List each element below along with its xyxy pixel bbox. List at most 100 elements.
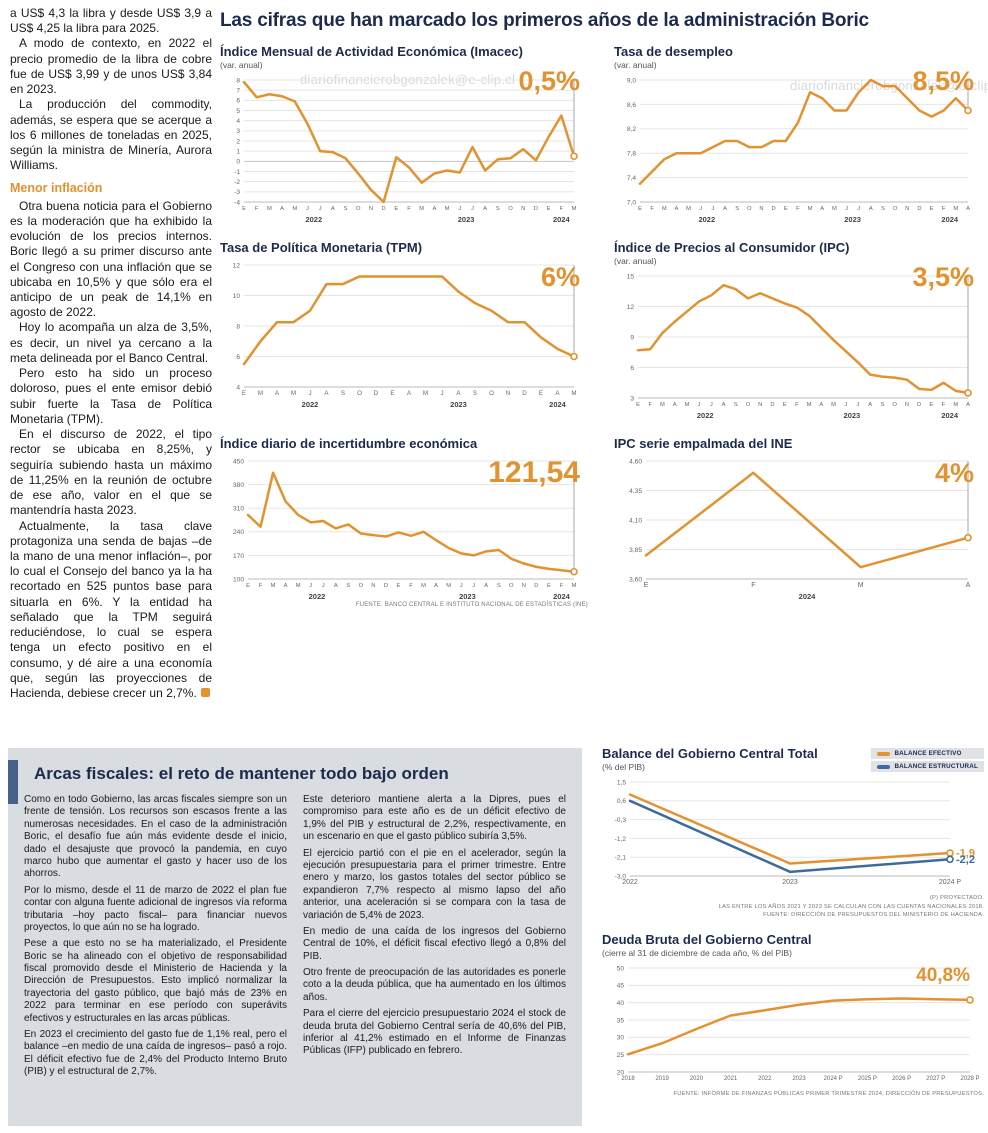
svg-text:-1: -1 xyxy=(234,169,240,176)
svg-text:A: A xyxy=(966,402,970,408)
svg-text:O: O xyxy=(357,390,362,397)
svg-text:E: E xyxy=(242,206,246,212)
svg-text:A: A xyxy=(275,390,280,397)
svg-text:2024 P: 2024 P xyxy=(824,1076,843,1082)
svg-text:E: E xyxy=(638,206,642,212)
svg-text:2022: 2022 xyxy=(622,879,638,886)
svg-text:2023: 2023 xyxy=(844,215,861,224)
svg-text:F: F xyxy=(255,206,259,212)
svg-text:2: 2 xyxy=(236,138,240,145)
chart-ipc-ine: IPC serie empalmada del INE 4,60 4,35 4,10… xyxy=(614,436,982,608)
chart-source: FUENTE: BANCO CENTRAL E INSTITUTO NACION… xyxy=(355,602,588,608)
svg-text:2025 P: 2025 P xyxy=(858,1076,877,1082)
svg-text:N: N xyxy=(371,583,375,589)
svg-text:2022: 2022 xyxy=(305,215,322,224)
svg-text:J: J xyxy=(857,402,860,408)
svg-text:S: S xyxy=(497,583,501,589)
svg-text:D: D xyxy=(917,402,921,408)
paragraph: En el discurso de 2022, el tipo rector s… xyxy=(10,427,212,518)
fiscal-panel-title: Arcas fiscales: el reto de mantener todo… xyxy=(34,764,449,783)
svg-text:1: 1 xyxy=(236,149,240,156)
svg-text:D: D xyxy=(770,402,774,408)
svg-text:O: O xyxy=(746,402,751,408)
chart-title: Índice Mensual de Actividad Económica (I… xyxy=(220,44,523,59)
svg-text:0,6: 0,6 xyxy=(617,798,626,805)
chart-imacec: Índice Mensual de Actividad Económica (I… xyxy=(220,44,588,224)
chart-balance: Balance del Gobierno Central Total (% de… xyxy=(602,746,984,920)
svg-text:A: A xyxy=(723,206,727,212)
svg-text:M: M xyxy=(953,402,958,408)
latest-value-label: 40,8% xyxy=(916,965,970,987)
svg-text:-3,0: -3,0 xyxy=(615,873,627,880)
svg-text:J: J xyxy=(698,402,701,408)
svg-text:A: A xyxy=(483,206,487,212)
chart-source: FUENTE: INFORME DE FINANZAS PÚBLICAS PRI… xyxy=(602,1090,984,1099)
svg-text:J: J xyxy=(319,206,322,212)
svg-text:M: M xyxy=(423,390,428,397)
svg-text:D: D xyxy=(384,583,388,589)
svg-text:M: M xyxy=(660,402,665,408)
svg-text:A: A xyxy=(673,402,677,408)
svg-text:-4: -4 xyxy=(234,199,240,206)
main-charts-section: Las cifras que han marcado los primeros … xyxy=(220,10,982,608)
svg-text:N: N xyxy=(905,402,909,408)
svg-text:6: 6 xyxy=(236,354,240,361)
chart-subtitle: (% del PIB) xyxy=(602,762,645,772)
page-title: Las cifras que han marcado los primeros … xyxy=(220,10,869,31)
svg-text:J: J xyxy=(472,583,475,589)
svg-text:2024: 2024 xyxy=(941,411,959,420)
svg-text:S: S xyxy=(473,390,477,397)
svg-text:2020: 2020 xyxy=(690,1076,704,1082)
chart-title: IPC serie empalmada del INE xyxy=(614,436,793,451)
svg-text:7,4: 7,4 xyxy=(627,175,636,182)
svg-text:A: A xyxy=(484,583,488,589)
paragraph: Como en todo Gobierno, las arcas fiscale… xyxy=(24,794,287,880)
svg-text:M: M xyxy=(858,582,864,589)
svg-text:D: D xyxy=(772,206,776,212)
svg-text:-0,3: -0,3 xyxy=(615,817,627,824)
svg-text:D: D xyxy=(917,206,921,212)
svg-text:-1,2: -1,2 xyxy=(615,836,627,843)
svg-text:2027 P: 2027 P xyxy=(926,1076,945,1082)
svg-text:J: J xyxy=(845,206,848,212)
svg-text:D: D xyxy=(534,206,538,212)
svg-text:8,2: 8,2 xyxy=(627,126,636,133)
svg-text:E: E xyxy=(547,583,551,589)
svg-text:4,60: 4,60 xyxy=(629,458,642,465)
svg-text:2021: 2021 xyxy=(724,1076,738,1082)
legend-label: BALANCE ESTRUCTURAL xyxy=(894,763,978,770)
svg-text:A: A xyxy=(868,402,872,408)
svg-text:M: M xyxy=(684,402,689,408)
chart-subtitle: (var. anual) xyxy=(614,60,657,70)
svg-text:E: E xyxy=(390,390,394,397)
svg-text:J: J xyxy=(857,206,860,212)
efectivo-swatch-icon xyxy=(877,751,891,756)
svg-text:E: E xyxy=(539,390,543,397)
svg-text:M: M xyxy=(419,206,424,212)
svg-text:2023: 2023 xyxy=(792,1076,806,1082)
article-lead-paragraphs: a US$ 4,3 la libra y desde US$ 3,9 a US$… xyxy=(10,6,212,174)
svg-text:M: M xyxy=(572,583,577,589)
svg-text:2024: 2024 xyxy=(941,215,959,224)
svg-text:3,85: 3,85 xyxy=(629,547,642,554)
svg-text:1,5: 1,5 xyxy=(617,779,626,786)
svg-text:O: O xyxy=(508,206,513,212)
svg-text:S: S xyxy=(734,402,738,408)
chart-title: Tasa de Política Monetaria (TPM) xyxy=(220,240,423,255)
svg-text:2023: 2023 xyxy=(459,592,476,601)
svg-text:S: S xyxy=(344,206,348,212)
svg-text:M: M xyxy=(258,390,263,397)
svg-text:N: N xyxy=(521,206,525,212)
svg-text:170: 170 xyxy=(233,553,244,560)
svg-text:A: A xyxy=(966,206,970,212)
chart-title: Índice diario de incertidumbre económica xyxy=(220,436,478,451)
svg-text:O: O xyxy=(893,206,898,212)
svg-text:8: 8 xyxy=(236,77,240,84)
paragraph: FUENTE: DIRECCIÓN DE PRESUPUESTOS DEL MI… xyxy=(763,912,984,919)
legend-item-efectivo: BALANCE EFECTIVO xyxy=(871,748,984,759)
paragraph: Este deterioro mantiene alerta a la Dipr… xyxy=(303,794,566,843)
svg-text:-3: -3 xyxy=(234,189,240,196)
svg-text:F: F xyxy=(942,206,946,212)
paragraph: A modo de contexto, en 2022 el precio pr… xyxy=(10,36,212,97)
svg-text:J: J xyxy=(306,206,309,212)
